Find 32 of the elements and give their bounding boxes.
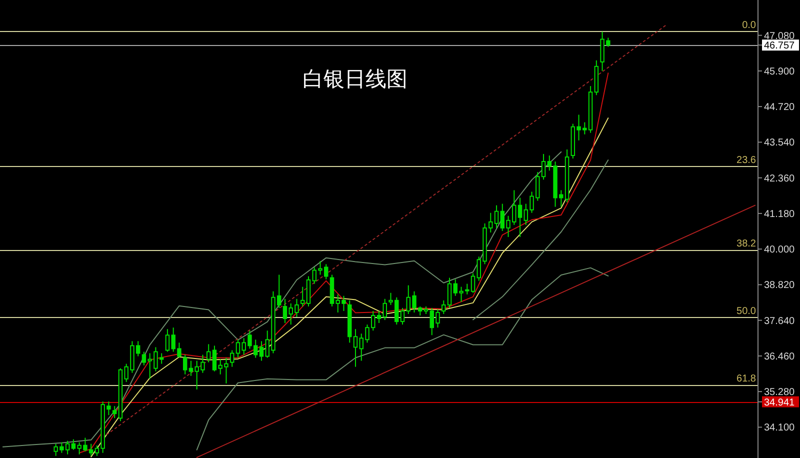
- candlestick: [300, 286, 305, 307]
- line-series: [472, 160, 609, 320]
- y-tick-label: 45.900: [764, 66, 796, 78]
- y-tick-label: 44.720: [764, 102, 796, 114]
- candlestick: [376, 310, 382, 324]
- y-tick-label: 37.640: [764, 316, 796, 327]
- candlestick: [182, 354, 188, 375]
- y-tick-label: 40.000: [764, 244, 796, 256]
- line-series: [196, 267, 609, 450]
- y-tick-label: 34.941: [764, 397, 796, 408]
- candlestick: [400, 307, 405, 326]
- y-tick-label: 42.360: [764, 173, 796, 184]
- annotation: 50.0: [736, 306, 756, 318]
- annotation: 23.6: [736, 155, 756, 166]
- y-tick-label: 34.100: [764, 422, 796, 434]
- y-tick-label: 35.280: [764, 387, 796, 398]
- candlestick: [206, 344, 211, 363]
- y-tick-label: 41.180: [764, 208, 796, 220]
- candlestick: [353, 328, 358, 368]
- text: 白银日线图: [302, 68, 408, 91]
- annotation: 61.8: [736, 374, 756, 385]
- annotation: 38.2: [736, 238, 756, 250]
- y-tick-label: 43.540: [764, 138, 796, 149]
- y-tick-label: 46.757: [764, 40, 796, 52]
- line-series: [2, 151, 562, 448]
- candlestick: [382, 298, 387, 321]
- candlestick: [230, 350, 234, 368]
- y-tick-label: 38.820: [764, 280, 796, 292]
- annotation: 0.0: [742, 20, 756, 31]
- y-tick-label: 47.080: [764, 30, 796, 42]
- y-tick-label: 36.460: [764, 351, 796, 362]
- candlestick: [112, 406, 117, 419]
